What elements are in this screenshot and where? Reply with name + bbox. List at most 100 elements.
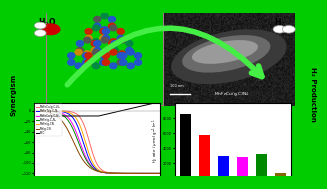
MnFeCu/g-C₃N₄ (73, 112, 77, 114)
Circle shape (68, 53, 75, 58)
Bar (237, 157, 248, 179)
Line: Mn/g-CN: Mn/g-CN (34, 111, 160, 173)
Circle shape (109, 47, 115, 53)
MnFe/g-C₃N₄ (123, 172, 127, 174)
Circle shape (273, 26, 286, 33)
Pt/C (158, 101, 162, 103)
Circle shape (110, 49, 117, 55)
Circle shape (93, 49, 99, 55)
MnFeCo/g-C₃N₄ (47, 110, 51, 112)
Circle shape (94, 16, 101, 22)
Circle shape (109, 16, 115, 22)
Circle shape (94, 41, 101, 46)
Mn/g-CN (82, 161, 86, 163)
MnFe/g-CN (47, 110, 51, 112)
Circle shape (82, 60, 90, 65)
Circle shape (93, 39, 99, 44)
MnFeTi/g-C₃N₄ (32, 110, 36, 112)
Line: MnFeCu/g-C₃N₄: MnFeCu/g-C₃N₄ (34, 111, 160, 173)
Pt/C (73, 115, 77, 117)
Circle shape (85, 35, 92, 41)
Pt/C (123, 109, 127, 111)
Circle shape (134, 60, 142, 65)
MnFe/g-CN (158, 172, 162, 174)
Bar (199, 135, 210, 179)
MnFeCu/g-C₃N₄ (32, 110, 36, 112)
MnFe/g-C₃N₄ (47, 110, 51, 112)
FancyArrow shape (302, 23, 325, 170)
Mn/g-CN (112, 172, 115, 174)
Bar (28, 176, 299, 189)
MnFeCu/g-C₃N₄ (47, 110, 51, 112)
Circle shape (110, 25, 117, 31)
Pt/C (82, 115, 86, 117)
MnFeTi/g-C₃N₄ (112, 172, 115, 174)
MnFe/g-CN (82, 137, 86, 139)
Circle shape (127, 63, 134, 69)
Mn/g-CN (32, 110, 36, 112)
Circle shape (120, 53, 127, 58)
Circle shape (82, 53, 90, 58)
Circle shape (100, 29, 107, 34)
Legend: MnFeCu/g-C₃N₄, MnFeTi/g-C₃N₄, MnFeCo/g-C₃N₄, MnFe/g-C₃N₄, MnFe/g-CN, Mn/g-CN, Pt: MnFeCu/g-C₃N₄, MnFeTi/g-C₃N₄, MnFeCo/g-C… (35, 104, 61, 136)
Circle shape (85, 29, 92, 34)
Circle shape (109, 23, 115, 29)
Line: MnFeTi/g-C₃N₄: MnFeTi/g-C₃N₄ (34, 111, 160, 173)
MnFe/g-CN (73, 116, 77, 118)
Circle shape (117, 53, 124, 58)
Mn/g-CN (47, 112, 51, 114)
Circle shape (117, 60, 124, 65)
MnFeCo/g-C₃N₄ (73, 129, 77, 131)
Circle shape (101, 27, 108, 32)
Mn/g-CN (158, 172, 162, 174)
MnFeTi/g-C₃N₄ (47, 110, 51, 112)
Ellipse shape (182, 35, 270, 73)
Y-axis label: H$_2$ rate / $\mu$mol g$^{-1}$ h$^{-1}$: H$_2$ rate / $\mu$mol g$^{-1}$ h$^{-1}$ (151, 119, 161, 163)
Circle shape (102, 29, 110, 34)
MnFe/g-C₃N₄ (82, 155, 86, 157)
Circle shape (101, 51, 108, 57)
Circle shape (126, 41, 133, 46)
Circle shape (91, 47, 98, 53)
Circle shape (93, 63, 99, 69)
Line: MnFe/g-CN: MnFe/g-CN (34, 111, 160, 173)
Text: H₂ Production: H₂ Production (310, 67, 316, 122)
Bar (256, 154, 267, 179)
Pt/C (124, 108, 128, 111)
Circle shape (94, 47, 101, 53)
Circle shape (94, 23, 101, 29)
MnFe/g-C₃N₄ (32, 110, 36, 112)
Circle shape (100, 60, 107, 65)
Circle shape (85, 60, 92, 65)
Mn/g-CN (73, 145, 77, 147)
Bar (28, 0, 299, 13)
MnFe/g-C₃N₄ (124, 172, 128, 174)
Circle shape (84, 51, 91, 57)
Ellipse shape (192, 40, 258, 64)
Circle shape (282, 26, 295, 33)
MnFeTi/g-C₃N₄ (158, 172, 162, 174)
Line: Pt/C: Pt/C (34, 102, 160, 116)
MnFeCo/g-C₃N₄ (82, 152, 86, 154)
Circle shape (111, 41, 118, 46)
Pt/C (32, 115, 36, 117)
MnFeTi/g-C₃N₄ (124, 172, 128, 174)
Circle shape (134, 53, 142, 58)
Circle shape (34, 22, 46, 29)
Circle shape (93, 25, 99, 31)
Circle shape (102, 53, 110, 58)
Pt/C (47, 115, 51, 117)
Circle shape (85, 53, 92, 58)
MnFeCu/g-C₃N₄ (123, 172, 127, 174)
MnFeTi/g-C₃N₄ (73, 120, 77, 123)
Circle shape (100, 53, 107, 58)
Circle shape (75, 63, 82, 69)
MnFe/g-CN (32, 110, 36, 112)
Bar (275, 173, 286, 179)
Circle shape (100, 35, 107, 41)
MnFe/g-C₃N₄ (158, 172, 162, 174)
MnFeCo/g-C₃N₄ (124, 172, 128, 174)
Mn/g-CN (123, 172, 127, 174)
MnFe/g-C₃N₄ (112, 172, 115, 174)
Circle shape (118, 51, 126, 57)
